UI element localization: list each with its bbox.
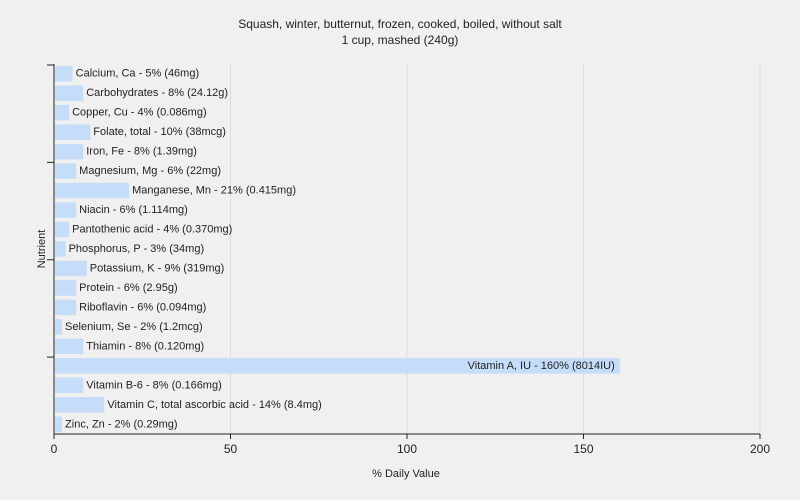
bar-label: Folate, total - 10% (38mcg) bbox=[93, 126, 226, 138]
bar-label: Vitamin C, total ascorbic acid - 14% (8.… bbox=[107, 399, 321, 411]
bar-label: Vitamin A, IU - 160% (8014IU) bbox=[468, 360, 615, 372]
bar-label: Vitamin B-6 - 8% (0.166mg) bbox=[86, 379, 222, 391]
chart-subtitle: 1 cup, mashed (240g) bbox=[342, 33, 459, 47]
bar bbox=[55, 182, 130, 199]
bar bbox=[55, 241, 66, 257]
x-tick-label: 150 bbox=[573, 442, 593, 456]
bar bbox=[55, 338, 84, 355]
bar bbox=[55, 143, 84, 160]
bar-label: Zinc, Zn - 2% (0.29mg) bbox=[65, 418, 177, 430]
bar-label: Calcium, Ca - 5% (46mg) bbox=[76, 68, 199, 80]
bar-label: Potassium, K - 9% (319mg) bbox=[90, 262, 225, 274]
bar bbox=[55, 280, 77, 296]
x-tick-label: 200 bbox=[750, 442, 770, 456]
bar-label: Copper, Cu - 4% (0.086mg) bbox=[72, 107, 207, 119]
bar-label: Selenium, Se - 2% (1.2mcg) bbox=[65, 321, 203, 333]
chart-title: Squash, winter, butternut, frozen, cooke… bbox=[238, 17, 562, 31]
grid-lines bbox=[230, 64, 761, 434]
bar bbox=[55, 260, 87, 277]
bar bbox=[55, 85, 84, 101]
bar-label: Iron, Fe - 8% (1.39mg) bbox=[86, 146, 197, 158]
bar-label: Pantothenic acid - 4% (0.370mg) bbox=[72, 224, 232, 236]
bar bbox=[55, 202, 77, 218]
bar-label: Magnesium, Mg - 6% (22mg) bbox=[79, 165, 221, 177]
bar-label: Phosphorus, P - 3% (34mg) bbox=[69, 243, 205, 255]
x-axis-label: % Daily Value bbox=[372, 468, 440, 480]
y-axis-label: Nutrient bbox=[36, 230, 48, 269]
x-tick-label: 0 bbox=[51, 442, 58, 456]
y-ticks bbox=[47, 64, 54, 358]
bar bbox=[55, 221, 70, 238]
bar bbox=[55, 299, 77, 316]
bar bbox=[55, 104, 70, 121]
bar-label: Carbohydrates - 8% (24.12g) bbox=[86, 87, 228, 99]
bar-label: Riboflavin - 6% (0.094mg) bbox=[79, 301, 206, 313]
x-tick-label: 100 bbox=[397, 442, 417, 456]
x-ticks: 0 50 100 150 200 bbox=[51, 434, 770, 456]
bar bbox=[55, 397, 105, 413]
bar-label: Manganese, Mn - 21% (0.415mg) bbox=[132, 185, 296, 197]
bar-label: Niacin - 6% (1.114mg) bbox=[79, 204, 188, 216]
bars-group: Calcium, Ca - 5% (46mg) Carbohydrates - 8… bbox=[55, 65, 620, 433]
bar bbox=[55, 319, 63, 335]
bar bbox=[55, 377, 84, 394]
bar bbox=[55, 65, 73, 82]
x-tick-label: 50 bbox=[224, 442, 238, 456]
bar bbox=[55, 124, 91, 140]
bar-label: Thiamin - 8% (0.120mg) bbox=[86, 340, 204, 352]
bar-label: Protein - 6% (2.95g) bbox=[79, 282, 177, 294]
bar bbox=[55, 358, 620, 374]
bar bbox=[55, 163, 77, 179]
bar bbox=[55, 416, 63, 433]
